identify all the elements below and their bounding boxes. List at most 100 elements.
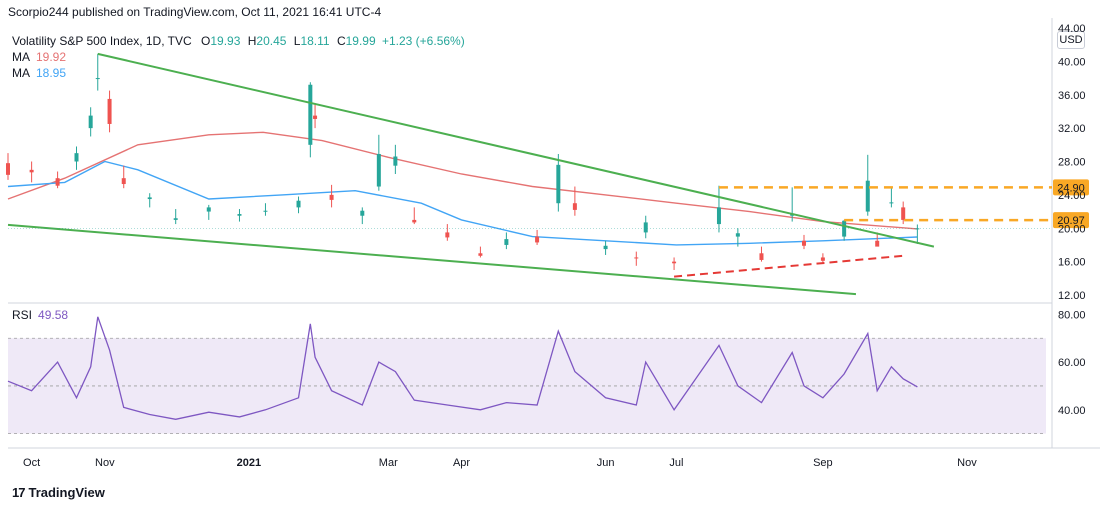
time-tick-label: Oct [23, 457, 40, 469]
candle-body [672, 261, 677, 264]
tradingview-logo-text: TradingView [28, 485, 105, 500]
candle-body [107, 98, 112, 124]
candle-body [74, 153, 79, 162]
rsi-line [7, 316, 918, 420]
legend-close: 19.99 [345, 34, 376, 48]
legend-high: 20.45 [256, 34, 287, 48]
candle-body [820, 257, 825, 261]
time-tick-label: Jun [597, 457, 615, 469]
price-tick-label: 28.00 [1058, 157, 1086, 169]
candle-body [393, 156, 398, 166]
candle-body [206, 207, 211, 212]
legend-ma1-label: MA [12, 50, 30, 64]
candle-body [801, 240, 806, 246]
legend-low-label: L [293, 34, 301, 48]
legend-open-label: O [201, 34, 211, 48]
price-label-box [1053, 212, 1089, 229]
lower-trend-line [7, 223, 857, 296]
candle-body [412, 219, 417, 223]
price-tick-label: 36.00 [1058, 90, 1086, 102]
candle-body [95, 78, 100, 80]
price-tick-label: 32.00 [1058, 123, 1086, 135]
price-tick-label: 44.00 [1058, 23, 1086, 35]
candle-body [237, 214, 242, 216]
legend-ma2-value: 18.95 [36, 66, 67, 80]
price-tick-label: 40.00 [1058, 56, 1086, 68]
candle-body [572, 203, 577, 210]
rsi-value: 49.58 [38, 308, 69, 322]
rsi-band [8, 337, 1046, 435]
candle-body [329, 194, 334, 200]
upper-trend-line [97, 52, 935, 248]
legend-low: 18.11 [300, 34, 330, 48]
tradingview-logo-mark: 17 [12, 485, 26, 500]
candle-body [643, 222, 648, 233]
candle-body [842, 220, 847, 237]
legend-high-label: H [247, 34, 257, 48]
legend-symbol: Volatility S&P 500 Index, 1D, TVC [12, 34, 192, 48]
time-tick-label: Mar [379, 457, 398, 469]
candle-body [121, 178, 126, 185]
candles [6, 53, 920, 270]
candle-body [173, 218, 178, 220]
candle-body [29, 169, 34, 173]
candle-body [865, 180, 870, 212]
candle-body [308, 84, 313, 145]
candle-body [889, 202, 894, 204]
candle-body [478, 253, 483, 256]
time-tick-label: Nov [95, 457, 115, 469]
candle-body [55, 178, 60, 186]
rsi-series [7, 316, 918, 420]
time-tick-label: 2021 [237, 457, 261, 469]
price-tick-label: 16.00 [1058, 257, 1086, 269]
candle-body [360, 210, 365, 216]
candle-body [901, 207, 906, 220]
candle-body [296, 200, 301, 208]
rsi-legend: RSI 49.58 [12, 308, 68, 322]
candle-body [263, 210, 268, 212]
legend-close-label: C [336, 34, 346, 48]
legend-ma1-row: MA 19.92 [12, 49, 465, 65]
rsi-tick-label: 80.00 [1058, 309, 1086, 321]
price-tick-label: 24.00 [1058, 190, 1086, 202]
axes: 12.00 16.00 20.00 24.00 28.00 32.00 36.00 40.00… [23, 23, 1085, 469]
levels: 24.90 20.97 [8, 179, 1089, 229]
candle-body [147, 197, 152, 200]
moving-averages [7, 131, 918, 246]
candle-body [376, 153, 381, 187]
tradingview-logo: 17 TradingView [12, 485, 105, 500]
legend-change: +1.23 (+6.56%) [381, 34, 465, 48]
published-caption: Scorpio244 published on TradingView.com,… [8, 5, 382, 19]
ma-line-red [7, 131, 918, 230]
candle-body [915, 228, 920, 230]
candle-body [603, 245, 608, 250]
legend-symbol-row: Volatility S&P 500 Index, 1D, TVC O19.93… [12, 33, 465, 49]
rsi-tick-label: 60.00 [1058, 357, 1086, 369]
currency-button[interactable]: USD [1057, 31, 1085, 49]
candle-body [504, 239, 509, 245]
time-tick-label: Nov [957, 457, 977, 469]
candle-body [88, 115, 93, 129]
rsi-label: RSI [12, 308, 33, 322]
ma-line-blue [7, 160, 918, 246]
candle-body [535, 236, 540, 243]
candle-body [556, 164, 561, 204]
price-tick-label: 12.00 [1058, 290, 1086, 302]
grid [8, 18, 1100, 449]
price-label-text: 20.97 [1057, 215, 1085, 227]
legend-open: 19.93 [210, 34, 241, 48]
candle-body [313, 115, 318, 119]
candle-body [716, 207, 721, 225]
legend-ma2-label: MA [12, 66, 30, 80]
support-dashed-line [673, 254, 904, 278]
price-label-box [1053, 179, 1089, 196]
trend-lines [7, 52, 935, 296]
candle-body [445, 232, 450, 238]
legend: Volatility S&P 500 Index, 1D, TVC O19.93… [12, 33, 465, 81]
price-label-text: 24.90 [1057, 182, 1085, 194]
time-tick-label: Sep [813, 457, 833, 469]
rsi-tick-label: 40.00 [1058, 405, 1086, 417]
time-tick-label: Jul [669, 457, 683, 469]
legend-ma1-value: 19.92 [36, 50, 67, 64]
